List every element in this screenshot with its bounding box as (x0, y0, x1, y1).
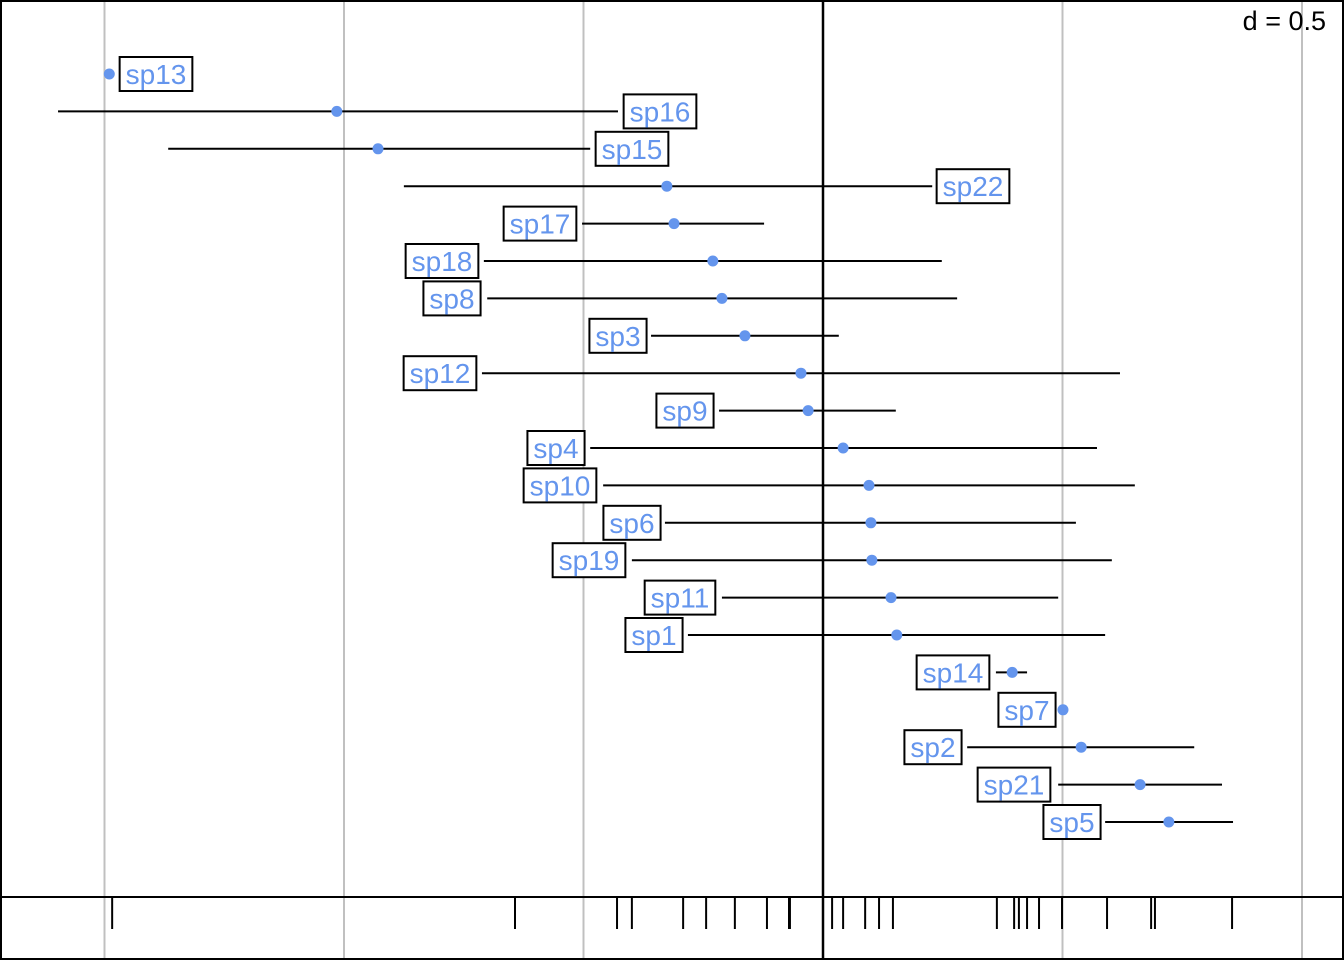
point-label: sp14 (923, 657, 984, 688)
point (1057, 704, 1069, 716)
row-sp13: sp13 (103, 56, 194, 92)
label-box (915, 654, 991, 691)
point (1163, 816, 1175, 828)
point-label: sp11 (651, 583, 710, 614)
label-box (935, 168, 1011, 205)
row-sp3: sp3 (588, 317, 839, 354)
row-sp14: sp14 (915, 654, 1028, 691)
label-box (402, 355, 478, 392)
point-label: sp8 (429, 283, 474, 314)
label-box (655, 392, 715, 429)
point (668, 218, 680, 230)
label-box (624, 617, 684, 653)
point-label: sp22 (943, 171, 1004, 202)
point (707, 255, 719, 267)
row-sp4: sp4 (526, 430, 1097, 466)
label-box (976, 766, 1052, 803)
row-sp6: sp6 (602, 504, 1076, 541)
label-box (526, 430, 586, 466)
row-sp5: sp5 (1042, 804, 1234, 840)
point (891, 629, 903, 641)
row-sp2: sp2 (903, 729, 1195, 766)
point-label: sp9 (662, 396, 707, 427)
point-label: sp10 (530, 470, 591, 501)
point-label: sp16 (630, 96, 691, 127)
point-label: sp3 (595, 321, 640, 352)
label-box (502, 205, 578, 242)
point-label: sp17 (510, 209, 571, 240)
point (866, 554, 878, 566)
row-sp15: sp15 (168, 130, 670, 167)
label-box (422, 280, 482, 317)
row-sp9: sp9 (655, 392, 896, 429)
point-label: sp21 (984, 770, 1045, 801)
point (331, 105, 343, 117)
point (837, 442, 849, 454)
row-sp11: sp11 (643, 579, 1059, 616)
point-label: sp15 (602, 134, 663, 165)
label-box (1042, 804, 1102, 840)
point (802, 405, 814, 417)
row-sp12: sp12 (402, 355, 1120, 392)
point (716, 292, 728, 304)
label-box (594, 130, 670, 167)
point (885, 592, 897, 604)
row-sp10: sp10 (522, 467, 1135, 504)
row-sp18: sp18 (404, 243, 942, 279)
point (103, 68, 115, 80)
point-label: sp5 (1049, 807, 1094, 838)
point-label: sp6 (609, 508, 654, 539)
point-label: sp12 (410, 358, 471, 389)
row-sp16: sp16 (58, 93, 698, 130)
point (863, 479, 875, 491)
point-label: sp18 (412, 246, 473, 277)
point-label: sp4 (533, 433, 578, 464)
label-box (551, 542, 627, 579)
point (1006, 666, 1018, 678)
grid-lines (103, 0, 1303, 960)
row-sp21: sp21 (976, 766, 1223, 803)
label-box (997, 691, 1057, 728)
series-rows: sp13 sp16 sp15 sp22 sp17 sp18 sp8 sp3 sp12 sp9 sp4… (58, 56, 1234, 840)
label-box (522, 467, 598, 504)
label-box (903, 729, 963, 766)
row-sp17: sp17 (502, 205, 765, 242)
point (739, 330, 751, 342)
label-box (602, 504, 662, 541)
row-sp19: sp19 (551, 542, 1112, 579)
point (661, 180, 673, 192)
point-label: sp19 (559, 545, 620, 576)
label-box (643, 579, 717, 616)
label-box (404, 243, 480, 279)
label-box (118, 56, 194, 92)
scale-label: d = 0.5 (1243, 6, 1326, 36)
point (1075, 741, 1087, 753)
label-box (588, 317, 648, 354)
point (372, 143, 384, 155)
row-sp8: sp8 (422, 280, 958, 317)
point-label: sp1 (631, 620, 676, 651)
rug-ticks (111, 897, 1234, 929)
point (865, 517, 877, 529)
point-label: sp13 (126, 59, 187, 90)
point-label: sp2 (910, 732, 955, 763)
point (1134, 779, 1146, 791)
point (795, 367, 807, 379)
row-sp1: sp1 (624, 617, 1106, 653)
label-box (622, 93, 698, 130)
row-sp7: sp7 (997, 691, 1069, 728)
point-label: sp7 (1004, 695, 1049, 726)
row-sp22: sp22 (403, 168, 1011, 205)
